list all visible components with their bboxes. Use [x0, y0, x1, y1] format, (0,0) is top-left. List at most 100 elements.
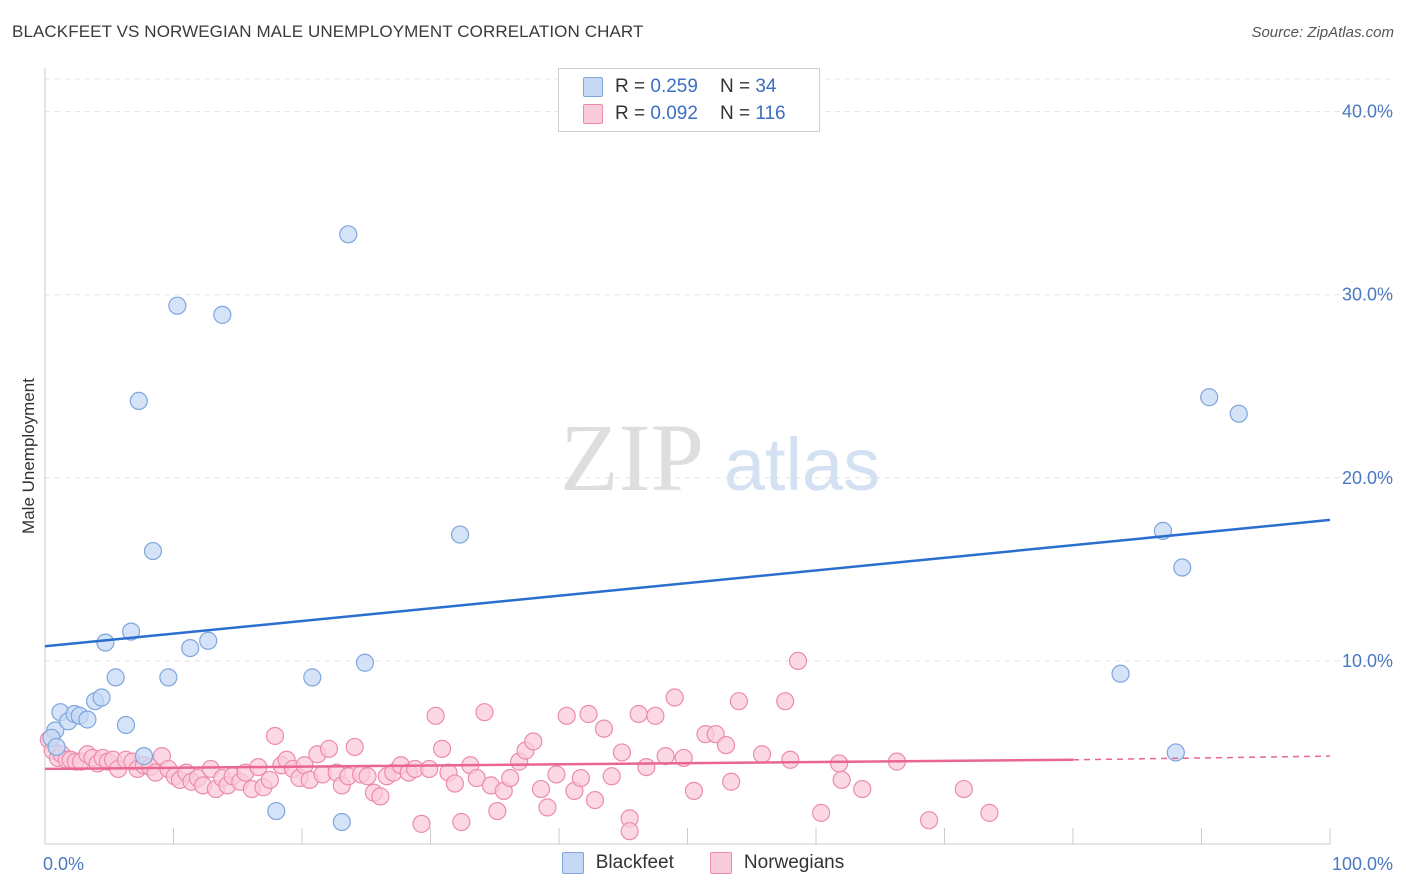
blackfeet-point: [121, 622, 141, 641]
norwegians-point: [445, 774, 465, 793]
norwegians-point: [538, 798, 557, 817]
watermark-zip: ZIP: [560, 404, 704, 511]
norwegians-point: [358, 767, 377, 786]
blackfeet-point: [168, 296, 187, 315]
norwegians-point: [776, 692, 795, 711]
blackfeet-point: [355, 653, 375, 672]
blackfeet-trend-line: [44, 518, 1331, 648]
norwegians-point: [475, 703, 494, 722]
norwegians-point: [832, 770, 851, 790]
norwegians-point: [585, 790, 605, 810]
norwegians-point: [620, 822, 639, 841]
blackfeet-point: [303, 668, 322, 687]
r-label: R =: [615, 76, 646, 97]
blackfeet-point: [332, 812, 351, 832]
y-tick-label: 40.0%: [1342, 102, 1393, 122]
r-value: 0.092: [650, 103, 698, 124]
norwegians-point: [788, 651, 808, 671]
legend-row-blackfeet: R = 0.259 N = 34: [583, 75, 776, 99]
norwegians-point: [319, 739, 339, 758]
blackfeet-point: [1166, 743, 1185, 762]
norwegians-point: [812, 803, 831, 822]
axes: [44, 68, 1331, 845]
n-value: 116: [755, 103, 786, 124]
source-label: Source: ZipAtlas.com: [1251, 24, 1394, 41]
norwegians-swatch: [583, 104, 603, 124]
blackfeet-point: [116, 715, 136, 735]
blackfeet-point: [450, 525, 470, 544]
norwegians-point: [488, 801, 507, 821]
blackfeet-point: [1111, 664, 1130, 683]
y-axis-label: Male Unemployment: [19, 378, 38, 534]
r-label: R =: [615, 103, 646, 124]
norwegians-point: [665, 688, 684, 707]
norwegians-point: [579, 704, 598, 724]
blackfeet-point: [181, 638, 200, 658]
watermark-atlas: atlas: [724, 423, 880, 506]
norwegians-point: [919, 811, 939, 830]
norwegians-point: [260, 770, 279, 790]
norwegians-point: [853, 779, 872, 799]
y-tick-label: 20.0%: [1342, 468, 1393, 488]
blackfeet-point: [1229, 404, 1248, 423]
legend-item-norwegians: Norwegians: [709, 852, 844, 874]
blackfeet-swatch: [583, 77, 603, 97]
blackfeet-point: [106, 668, 125, 687]
norwegians-point: [629, 704, 648, 724]
norwegians-point: [371, 787, 390, 806]
norwegians-point: [716, 736, 736, 755]
grid: [45, 78, 1392, 662]
norwegians-point: [524, 732, 543, 751]
x-tick-label: 100.0%: [1332, 854, 1393, 874]
norwegians-point: [467, 768, 486, 788]
n-label: N =: [719, 76, 751, 97]
norwegians-trend-extension: [1072, 755, 1331, 761]
blackfeet-point: [78, 710, 97, 729]
blackfeet-point: [267, 801, 286, 821]
blackfeet-point: [134, 747, 154, 766]
norwegians-point: [954, 779, 973, 799]
y-tick-label: 30.0%: [1342, 285, 1393, 305]
norwegians-point: [571, 768, 590, 788]
norwegians-point: [781, 750, 800, 769]
norwegians-point: [637, 757, 656, 777]
chart-title: BLACKFEET VS NORWEGIAN MALE UNEMPLOYMENT…: [12, 22, 644, 41]
norwegians-point: [594, 719, 614, 738]
blackfeet-point: [92, 688, 111, 707]
norwegians-point: [501, 768, 520, 788]
norwegians-point: [412, 814, 431, 833]
blackfeet-point: [199, 631, 218, 650]
legend-label: Blackfeet: [595, 852, 674, 873]
norwegians-point: [531, 779, 551, 799]
norwegians-point: [612, 743, 632, 762]
trend-lines: [44, 518, 1331, 771]
blackfeet-point: [47, 737, 66, 757]
blackfeet-point: [1173, 558, 1192, 577]
norwegians-point: [265, 726, 285, 746]
blackfeet-point: [96, 633, 115, 652]
r-value: 0.259: [650, 76, 698, 97]
norwegians-point: [830, 754, 849, 773]
legend: R = 0.259 N = 34 R = 0.092 N = 116: [558, 68, 820, 132]
blackfeet-point: [159, 668, 178, 687]
norwegians-point: [646, 706, 665, 725]
norwegians-point: [345, 737, 364, 757]
n-value: 34: [755, 76, 777, 97]
norwegians-point: [547, 765, 566, 784]
norwegians-point: [684, 781, 704, 801]
norwegians-point: [722, 772, 741, 791]
tick-labels: 10.0% 20.0% 30.0% 40.0% 0.0% 100.0%: [43, 102, 1393, 874]
norwegians-point: [980, 803, 999, 822]
y-tick-label: 10.0%: [1342, 651, 1393, 671]
norwegians-point: [426, 706, 445, 725]
norwegians-trend-line: [44, 758, 1074, 771]
norwegians-point: [557, 706, 576, 725]
blackfeet-point: [143, 541, 163, 561]
norwegians-swatch: [709, 852, 732, 874]
legend-row-norwegians: R = 0.092 N = 116: [583, 102, 786, 126]
blackfeet-point: [339, 225, 358, 244]
blackfeet-points: [42, 225, 1248, 832]
x-tick-label: 0.0%: [43, 854, 84, 874]
norwegians-point: [420, 759, 439, 779]
